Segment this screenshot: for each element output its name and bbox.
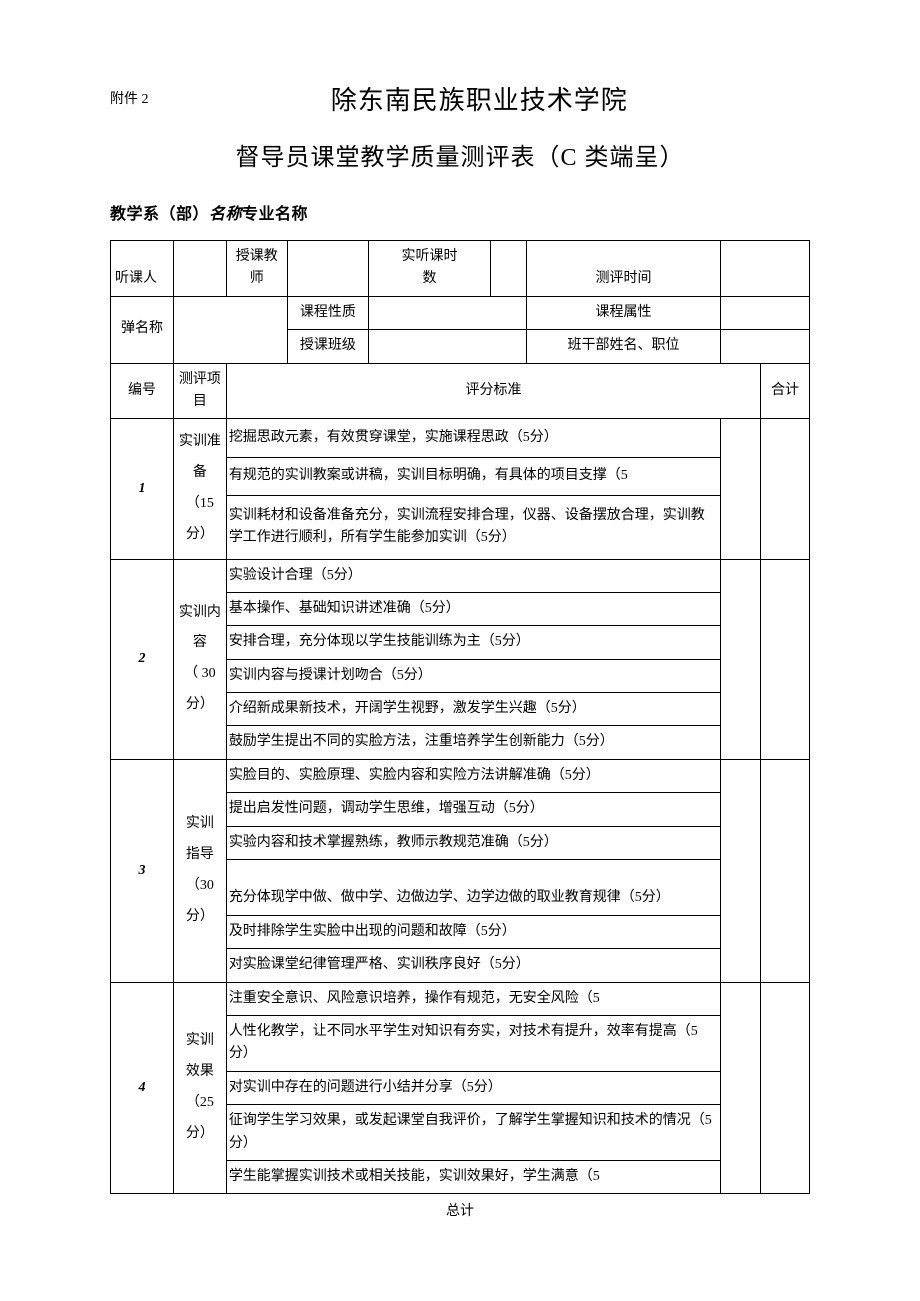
label-course-nature: 课程性质 (287, 296, 368, 329)
section-2-label: 实训内 容 （ 30 分） (173, 559, 226, 759)
label-course-attr: 课程属性 (527, 296, 720, 329)
section-4-row-1: 4 实训 效果 （25 分） 注重安全意识、风险意识培养，操作有规范，无安全风险… (111, 982, 810, 1015)
score-blank (720, 759, 761, 982)
label-listener: 听课人 (111, 241, 174, 297)
blank (173, 296, 287, 363)
section-1-row-1: 1 实训准 备 （15 分） 挖掘思政元素，有效贯穿课堂，实施课程思政（5分） (111, 419, 810, 457)
dept-italic: 名称 (209, 206, 242, 223)
col-num: 编号 (111, 363, 174, 419)
label-class: 授课班级 (287, 330, 368, 363)
criterion: 鼓励学生提出不同的实脸方法，注重培养学生创新能力（5分） (226, 726, 720, 759)
score-blank (720, 559, 761, 759)
criterion: 征询学生学习效果，或发起课堂自我评价，了解学生掌握知识和技术的情况（5分） (226, 1105, 720, 1161)
criterion: 注重安全意识、风险意识培养，操作有规范，无安全风险（5 (226, 982, 720, 1015)
blank (369, 330, 527, 363)
section-4-label: 实训 效果 （25 分） (173, 982, 226, 1194)
label-monitor: 班干部姓名、职位 (527, 330, 720, 363)
section-3-row-1: 3 实训 指导 （30 分） 实脸目的、实脸原理、实脸内容和实险方法讲解准确（5… (111, 759, 810, 792)
subtotal-blank (761, 419, 810, 559)
total-label: 总计 (110, 1194, 810, 1220)
subtotal-blank (761, 559, 810, 759)
section-2-num: 2 (111, 559, 174, 759)
criterion: 人性化教学，让不同水平学生对知识有夯实，对技术有提升，效率有提高（5分） (226, 1016, 720, 1072)
criterion: 实验内容和技术掌握熟练，教师示教规范准确（5分） (226, 826, 720, 859)
attachment-label: 附件 2 (110, 80, 149, 108)
section-3-num: 3 (111, 759, 174, 982)
criterion: 安排合理，充分体现以学生技能训练为主（5分） (226, 626, 720, 659)
section-1-label: 实训准 备 （15 分） (173, 419, 226, 559)
blank (287, 241, 368, 297)
dept-suffix: 专业名称 (242, 206, 308, 223)
institution-title: 除东南民族职业技术学院 (149, 80, 811, 117)
criterion: 学生能掌握实训技术或相关技能，实训效果好，学生满意（5 (226, 1160, 720, 1193)
form-title: 督导员课堂教学质量测评表（C 类端呈） (110, 137, 810, 172)
label-time: 测评时间 (527, 241, 720, 297)
criterion: 挖掘思政元素，有效贯穿课堂，实施课程思政（5分） (226, 419, 720, 457)
label-hours: 实听课时 数 (369, 241, 491, 297)
criterion: 基本操作、基础知识讲述准确（5分） (226, 592, 720, 625)
criterion: 实脸目的、实脸原理、实脸内容和实险方法讲解准确（5分） (226, 759, 720, 792)
section-3-label: 实训 指导 （30 分） (173, 759, 226, 982)
blank (720, 296, 810, 329)
score-blank (720, 419, 761, 559)
header-row: 编号 测评项 目 评分标准 合计 (111, 363, 810, 419)
blank (369, 296, 527, 329)
col-item: 测评项 目 (173, 363, 226, 419)
criterion: 实训内容与授课计划吻合（5分） (226, 659, 720, 692)
section-1-num: 1 (111, 419, 174, 559)
subtotal-blank (761, 759, 810, 982)
blank (720, 241, 810, 297)
department-line: 教学系（部）名称专业名称 (110, 200, 810, 224)
blank (173, 241, 226, 297)
subtotal-blank (761, 982, 810, 1194)
criterion: 提出启发性问题，调动学生思维，增强互动（5分） (226, 793, 720, 826)
section-4-num: 4 (111, 982, 174, 1194)
label-course-name: 弹名称 (111, 296, 174, 363)
info-row-1: 听课人 授课教 师 实听课时 数 测评时间 (111, 241, 810, 297)
section-2-row-1: 2 实训内 容 （ 30 分） 实验设计合理（5分） (111, 559, 810, 592)
criterion: 有规范的实训教案或讲稿，实训目标明确，有具体的项目支撑（5 (226, 457, 720, 495)
score-blank (720, 982, 761, 1194)
criterion: 介绍新成果新技术，开阔学生视野，激发学生兴趣（5分） (226, 693, 720, 726)
dept-prefix: 教学系（部） (110, 206, 209, 223)
criterion: 实训耗材和设备准备充分，实训流程安排合理，仪器、设备摆放合理，实训教学工作进行顺… (226, 495, 720, 559)
criterion: 对实脸课堂纪律管理严格、实训秩序良好（5分） (226, 949, 720, 982)
criterion: 及时排除学生实脸中出现的问题和故障（5分） (226, 915, 720, 948)
criterion: 对实训中存在的问题进行小结并分享（5分） (226, 1071, 720, 1104)
blank (490, 241, 527, 297)
info-row-2a: 弹名称 课程性质 课程属性 (111, 296, 810, 329)
criterion: 充分体现学中做、做中学、边做边学、边学边做的取业教育规律（5分） (226, 860, 720, 916)
col-total: 合计 (761, 363, 810, 419)
col-criteria: 评分标准 (226, 363, 760, 419)
label-teacher: 授课教 师 (226, 241, 287, 297)
blank (720, 330, 810, 363)
criterion: 实验设计合理（5分） (226, 559, 720, 592)
evaluation-table: 听课人 授课教 师 实听课时 数 测评时间 弹名称 课程性质 课程属性 授课班级… (110, 240, 810, 1194)
